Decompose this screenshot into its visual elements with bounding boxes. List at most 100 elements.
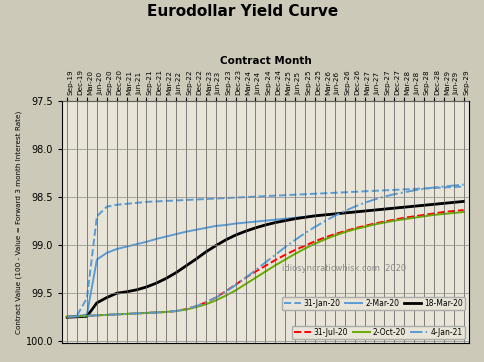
18-Mar-20 xyxy=(74,315,80,319)
31-Jan-20 xyxy=(74,313,80,317)
31-Jan-20 xyxy=(391,188,396,192)
31-Jan-20 xyxy=(331,191,337,195)
18-Mar-20 xyxy=(123,290,129,294)
31-Jan-20 xyxy=(450,185,455,189)
18-Mar-20 xyxy=(252,226,258,230)
2-Mar-20 xyxy=(143,240,149,244)
2-Oct-20 xyxy=(371,222,377,227)
31-Jan-20 xyxy=(430,186,436,190)
4-Jan-21 xyxy=(203,300,209,304)
4-Jan-21 xyxy=(311,225,317,229)
2-Oct-20 xyxy=(183,307,189,312)
31-Jan-20 xyxy=(242,195,248,199)
31-Jul-20 xyxy=(222,289,228,294)
4-Jan-21 xyxy=(371,197,377,202)
2-Mar-20 xyxy=(84,312,90,316)
2-Mar-20 xyxy=(391,206,396,210)
2-Mar-20 xyxy=(450,200,455,205)
Line: 18-Mar-20: 18-Mar-20 xyxy=(67,201,463,317)
18-Mar-20 xyxy=(94,301,100,305)
31-Jan-20 xyxy=(104,205,109,209)
18-Mar-20 xyxy=(153,281,159,285)
2-Mar-20 xyxy=(64,315,70,319)
2-Mar-20 xyxy=(400,205,406,209)
2-Mar-20 xyxy=(272,218,278,222)
31-Jan-20 xyxy=(440,185,446,190)
2-Mar-20 xyxy=(212,224,218,228)
4-Jan-21 xyxy=(114,312,120,316)
31-Jul-20 xyxy=(302,244,307,248)
2-Mar-20 xyxy=(292,216,298,220)
2-Mar-20 xyxy=(123,244,129,249)
2-Oct-20 xyxy=(134,311,139,316)
18-Mar-20 xyxy=(371,208,377,212)
2-Mar-20 xyxy=(331,212,337,216)
4-Jan-21 xyxy=(302,231,307,235)
Line: 31-Jan-20: 31-Jan-20 xyxy=(67,186,463,317)
4-Jan-21 xyxy=(282,245,287,249)
2-Oct-20 xyxy=(460,210,466,214)
2-Oct-20 xyxy=(321,237,327,241)
18-Mar-20 xyxy=(361,209,367,213)
31-Jul-20 xyxy=(341,229,347,233)
31-Jul-20 xyxy=(183,307,189,311)
18-Mar-20 xyxy=(311,214,317,218)
2-Oct-20 xyxy=(242,282,248,286)
2-Oct-20 xyxy=(331,233,337,238)
2-Oct-20 xyxy=(380,220,386,225)
18-Mar-20 xyxy=(380,207,386,211)
2-Oct-20 xyxy=(341,230,347,234)
2-Mar-20 xyxy=(361,209,367,213)
2-Mar-20 xyxy=(282,216,287,221)
2-Oct-20 xyxy=(74,314,80,319)
2-Oct-20 xyxy=(222,294,228,298)
4-Jan-21 xyxy=(74,314,80,319)
4-Jan-21 xyxy=(183,307,189,311)
Text: idiosyncraticwhisk.com  2020: idiosyncraticwhisk.com 2020 xyxy=(281,264,405,273)
18-Mar-20 xyxy=(410,204,416,209)
4-Jan-21 xyxy=(321,219,327,223)
4-Jan-21 xyxy=(242,276,248,280)
2-Oct-20 xyxy=(173,309,179,313)
Line: 4-Jan-21: 4-Jan-21 xyxy=(67,185,463,317)
18-Mar-20 xyxy=(232,233,238,237)
Line: 31-Jul-20: 31-Jul-20 xyxy=(67,210,463,317)
2-Mar-20 xyxy=(134,242,139,247)
4-Jan-21 xyxy=(153,310,159,315)
2-Mar-20 xyxy=(410,204,416,209)
31-Jul-20 xyxy=(410,214,416,219)
18-Mar-20 xyxy=(183,264,189,268)
31-Jul-20 xyxy=(123,312,129,316)
4-Jan-21 xyxy=(123,312,129,316)
18-Mar-20 xyxy=(203,250,209,254)
2-Oct-20 xyxy=(302,247,307,251)
18-Mar-20 xyxy=(193,257,198,261)
2-Mar-20 xyxy=(222,223,228,227)
18-Mar-20 xyxy=(400,205,406,209)
18-Mar-20 xyxy=(134,288,139,292)
2-Mar-20 xyxy=(203,226,209,230)
2-Oct-20 xyxy=(212,298,218,303)
4-Jan-21 xyxy=(460,182,466,187)
Line: 2-Oct-20: 2-Oct-20 xyxy=(67,212,463,317)
31-Jul-20 xyxy=(430,211,436,216)
31-Jul-20 xyxy=(232,282,238,287)
2-Mar-20 xyxy=(430,202,436,206)
31-Jul-20 xyxy=(203,300,209,304)
31-Jan-20 xyxy=(321,191,327,195)
18-Mar-20 xyxy=(292,216,298,221)
Y-axis label: Contract Value (100 - Value = Forward 3 month Interest Rate): Contract Value (100 - Value = Forward 3 … xyxy=(15,110,21,334)
2-Mar-20 xyxy=(232,221,238,226)
2-Mar-20 xyxy=(262,219,268,223)
18-Mar-20 xyxy=(173,270,179,275)
31-Jan-20 xyxy=(183,198,189,202)
31-Jul-20 xyxy=(420,213,426,217)
31-Jan-20 xyxy=(123,202,129,206)
31-Jul-20 xyxy=(292,248,298,252)
2-Mar-20 xyxy=(321,213,327,217)
18-Mar-20 xyxy=(64,315,70,319)
31-Jul-20 xyxy=(400,216,406,220)
2-Mar-20 xyxy=(163,234,169,239)
18-Mar-20 xyxy=(143,285,149,289)
2-Oct-20 xyxy=(163,310,169,314)
